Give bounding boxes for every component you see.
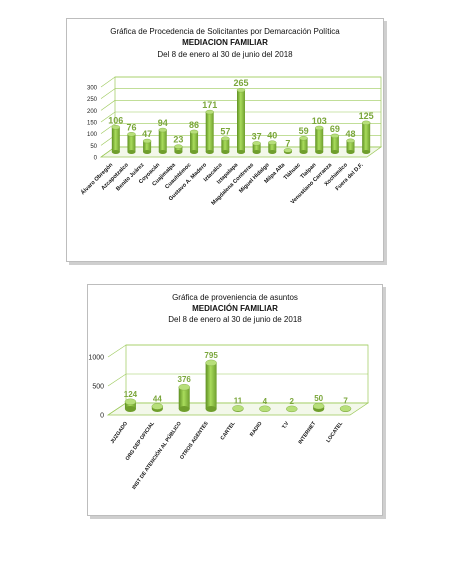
y-tick-label: 0	[100, 413, 104, 420]
bar	[205, 109, 214, 154]
gridline	[100, 123, 381, 134]
y-tick-label: 100	[87, 132, 98, 138]
y-tick-label: 150	[87, 121, 98, 127]
gridline	[107, 344, 368, 358]
y-tick-label: 500	[92, 384, 104, 391]
x-tick-label: JUZGADO	[110, 421, 129, 445]
bar	[158, 127, 167, 154]
bar	[111, 125, 121, 154]
chart-solicitantes: Gráfica de Procedencia de Solicitantes p…	[66, 18, 384, 262]
x-tick-label: Tláhuac	[283, 162, 302, 181]
y-tick-label: 300	[87, 86, 98, 92]
chart-asuntos: Gráfica de proveniencia de asuntos MEDIA…	[87, 284, 383, 516]
data-label: 48	[346, 129, 356, 139]
x-tick-label: LOCATEL	[325, 420, 344, 444]
gridline	[100, 111, 381, 123]
data-label: 2	[290, 397, 295, 406]
chart-title: Gráfica de proveniencia de asuntos	[172, 293, 298, 302]
gridline	[100, 76, 381, 88]
x-tick-label: OTROS AGENTES	[179, 420, 210, 461]
x-tick-label: INTERNET	[298, 420, 318, 445]
bar	[178, 383, 190, 412]
bar	[299, 136, 308, 154]
bar	[205, 359, 217, 412]
gridline	[100, 100, 381, 111]
y-tick-label: 200	[87, 109, 98, 115]
data-label: 7	[285, 138, 290, 148]
gridline	[100, 88, 381, 99]
bar	[312, 402, 325, 412]
data-label: 94	[158, 118, 168, 128]
chart-plot-area: 0 500 1000 124 JUZGADO 44 ORG DEP OFICIAL 376 IN…	[88, 344, 370, 491]
data-label: 795	[204, 351, 218, 360]
bar	[127, 132, 136, 154]
bar	[124, 398, 137, 412]
x-tick-label: CARTEL	[220, 420, 237, 441]
bar	[315, 125, 324, 154]
data-label: 106	[108, 115, 123, 125]
data-label: 57	[220, 127, 230, 137]
x-tick-label: RADIO	[249, 421, 264, 438]
data-label: 40	[267, 131, 277, 141]
bar	[286, 405, 298, 413]
bar	[252, 141, 261, 154]
data-label: 37	[252, 131, 262, 141]
data-label: 44	[153, 394, 162, 403]
data-label: 11	[234, 396, 243, 405]
bar	[330, 133, 340, 154]
gridline	[107, 373, 368, 387]
data-label: 4	[263, 397, 268, 406]
data-label: 125	[359, 111, 374, 121]
data-label: 76	[126, 122, 136, 132]
bar	[189, 129, 199, 154]
data-label: 265	[233, 78, 248, 88]
bar	[174, 144, 183, 154]
data-label: 50	[314, 394, 323, 403]
x-tick-label: T.V	[281, 420, 291, 430]
chart-period: Del 8 de enero al 30 de junio del 2018	[157, 50, 293, 59]
data-label: 59	[299, 126, 309, 136]
chart-title: Gráfica de Procedencia de Solicitantes p…	[110, 27, 340, 36]
y-tick-label: 0	[94, 156, 98, 162]
x-tick-label: ORG DEP OFICIAL	[125, 420, 157, 462]
data-label: 86	[189, 120, 199, 130]
data-label: 47	[142, 129, 152, 139]
chart-period: Del 8 de enero al 30 de junio de 2018	[168, 315, 302, 324]
data-label: 376	[178, 375, 192, 384]
bar	[151, 403, 164, 412]
bar	[232, 405, 244, 412]
bar	[268, 140, 277, 154]
bar	[221, 136, 230, 154]
y-tick-label: 1000	[88, 355, 104, 362]
bar	[142, 138, 152, 154]
data-label: 23	[173, 135, 183, 145]
chart-subtitle: MEDIACIÓN FAMILIAR	[192, 304, 278, 313]
data-label: 124	[124, 390, 138, 399]
x-tick-label: INST DE ATENCIÓN AL PÚBLICO	[130, 420, 183, 491]
bar	[361, 120, 371, 154]
data-label: 171	[202, 100, 217, 110]
chart-subtitle: MEDIACION FAMILIAR	[182, 38, 268, 47]
y-tick-label: 250	[87, 97, 98, 103]
data-label: 69	[330, 124, 340, 134]
bar	[339, 405, 352, 412]
bar	[346, 138, 355, 154]
data-label: 103	[312, 116, 327, 126]
y-tick-label: 50	[90, 144, 97, 150]
data-label: 7	[343, 397, 348, 406]
bar	[236, 87, 246, 154]
bar	[259, 405, 271, 412]
bar	[283, 148, 293, 154]
